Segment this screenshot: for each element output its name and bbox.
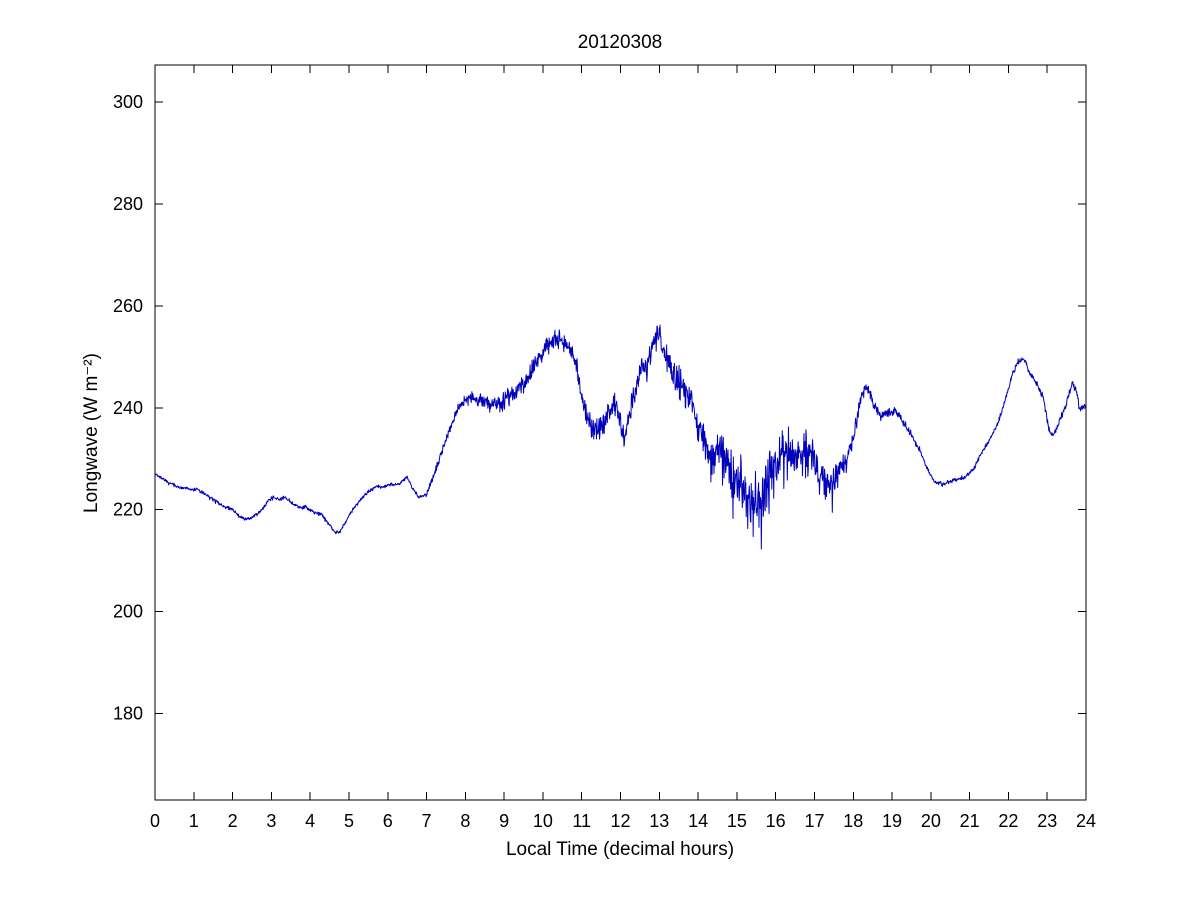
x-tick-label: 8 [460,811,470,831]
y-tick-label: 260 [113,296,143,316]
x-tick-label: 19 [882,811,902,831]
x-tick-label: 10 [533,811,553,831]
x-tick-label: 14 [688,811,708,831]
x-tick-label: 23 [1037,811,1057,831]
y-tick-label: 240 [113,398,143,418]
x-tick-label: 12 [610,811,630,831]
longwave-line [154,324,1087,550]
y-tick-label: 300 [113,92,143,112]
axis-ticks [154,65,1087,800]
x-tick-label: 9 [499,811,509,831]
tick-labels: 0 1 2 3 4 5 6 7 8 9 10 11 12 13 14 15 16 17 18 19 20 21 22 23 24… [113,92,1096,831]
x-tick-label: 4 [305,811,315,831]
x-tick-label: 15 [727,811,747,831]
x-tick-label: 18 [843,811,863,831]
y-tick-label: 200 [113,602,143,622]
x-tick-label: 0 [150,811,160,831]
data-series [154,324,1087,550]
x-tick-label: 5 [344,811,354,831]
x-tick-label: 3 [266,811,276,831]
y-tick-label: 280 [113,194,143,214]
x-tick-label: 17 [804,811,824,831]
axes-frame [154,64,1087,801]
x-tick-label: 13 [649,811,669,831]
axes-box [154,64,1087,801]
x-tick-label: 11 [572,811,591,831]
y-axis-label: Longwave (W m⁻²) [81,353,102,513]
x-tick-label: 20 [921,811,941,831]
y-tick-label: 220 [113,500,143,520]
chart-title: 20120308 [578,32,663,53]
y-tick-label: 180 [113,703,143,723]
x-axis-label: Local Time (decimal hours) [506,839,734,860]
x-tick-label: 1 [189,811,199,831]
x-tick-label: 21 [960,811,980,831]
x-tick-label: 7 [422,811,432,831]
x-tick-label: 16 [766,811,786,831]
x-tick-label: 6 [383,811,393,831]
x-tick-label: 24 [1076,811,1096,831]
x-tick-label: 22 [998,811,1018,831]
x-tick-label: 2 [228,811,238,831]
